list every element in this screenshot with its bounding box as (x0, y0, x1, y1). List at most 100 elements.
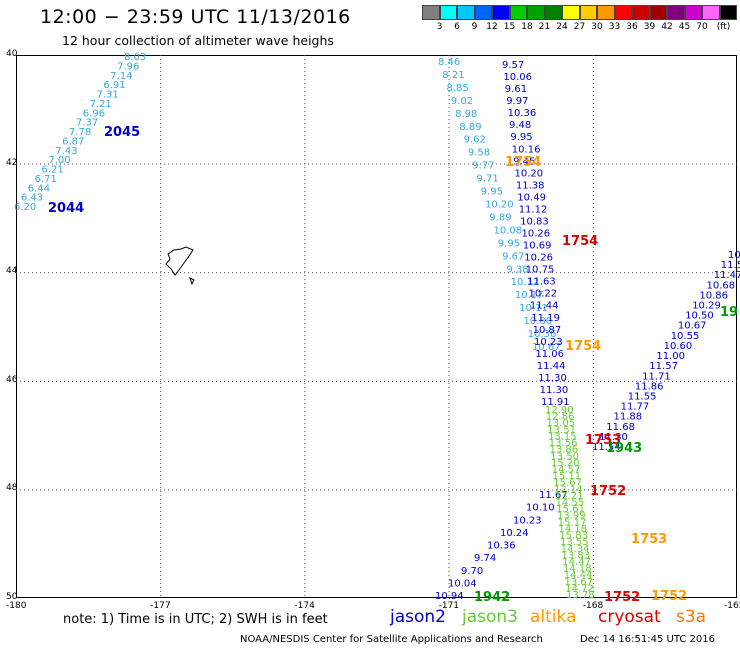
grid-dot (384, 272, 385, 274)
grid-dot (212, 272, 213, 274)
grid-dot (160, 523, 162, 524)
grid-dot (448, 127, 450, 128)
grid-dot (448, 487, 450, 488)
grid-dot (160, 383, 162, 384)
grid-dot (560, 489, 561, 491)
swh-value-label: 10 (728, 250, 740, 261)
grid-dot (172, 489, 173, 491)
grid-dot (80, 489, 81, 491)
grid-dot (684, 163, 685, 165)
swh-value-label: 8.46 (438, 57, 460, 68)
grid-dot (160, 579, 162, 580)
grid-dot (152, 272, 153, 274)
grid-dot (304, 411, 306, 412)
grid-dot (24, 163, 25, 165)
grid-dot (228, 163, 229, 165)
grid-dot (540, 380, 541, 382)
grid-dot (16, 489, 17, 491)
grid-dot (80, 380, 81, 382)
lat-tick-label: 48 (6, 483, 18, 494)
grid-dot (160, 191, 162, 192)
grid-dot (272, 272, 273, 274)
grid-dot (368, 380, 369, 382)
grid-dot (512, 489, 513, 491)
grid-dot (548, 272, 549, 274)
grid-dot (520, 380, 521, 382)
grid-dot (608, 489, 609, 491)
grid-dot (448, 147, 450, 148)
grid-dot (244, 380, 245, 382)
grid-dot (436, 489, 437, 491)
grid-dot (288, 489, 289, 491)
grid-dot (256, 380, 257, 382)
grid-dot (592, 355, 594, 356)
grid-dot (684, 272, 685, 274)
grid-dot (304, 555, 306, 556)
grid-dot (636, 272, 637, 274)
grid-dot (160, 211, 162, 212)
grid-dot (348, 163, 349, 165)
swh-value-label: 10.24 (500, 528, 529, 539)
grid-dot (304, 379, 306, 380)
swh-value-label: 6.44 (28, 183, 50, 194)
grid-dot (640, 163, 641, 165)
grid-dot (156, 380, 157, 382)
grid-dot (304, 371, 306, 372)
grid-dot (160, 459, 162, 460)
swh-value-label: 10.86 (699, 290, 728, 301)
grid-dot (448, 171, 450, 172)
grid-dot (716, 272, 717, 274)
swh-value-label: 9.74 (474, 553, 496, 564)
grid-dot (160, 171, 162, 172)
grid-dot (424, 489, 425, 491)
grid-dot (724, 163, 725, 165)
grid-dot (448, 227, 450, 228)
grid-dot (640, 380, 641, 382)
grid-dot (160, 311, 162, 312)
grid-dot (592, 247, 594, 248)
grid-dot (508, 272, 509, 274)
grid-dot (552, 489, 553, 491)
legend-swatch (597, 5, 615, 20)
grid-dot (160, 87, 162, 88)
grid-dot (472, 380, 473, 382)
grid-dot (520, 272, 521, 274)
grid-dot (448, 151, 450, 152)
grid-dot (480, 163, 481, 165)
grid-dot (456, 489, 457, 491)
grid-dot (224, 163, 225, 165)
grid-dot (688, 272, 689, 274)
legend-label: 21 (538, 22, 551, 32)
pass-time-label: 1753 (631, 532, 667, 547)
grid-dot (448, 447, 450, 448)
grid-dot (188, 380, 189, 382)
grid-dot (592, 243, 594, 244)
grid-dot (160, 487, 162, 488)
grid-dot (664, 163, 665, 165)
grid-dot (164, 380, 165, 382)
pass-time-label: 1752 (651, 589, 687, 604)
grid-dot (604, 380, 605, 382)
grid-dot (592, 507, 594, 508)
grid-dot (160, 131, 162, 132)
grid-dot (664, 380, 665, 382)
grid-dot (592, 239, 594, 240)
grid-dot (20, 489, 21, 491)
grid-dot (444, 380, 445, 382)
grid-dot (16, 380, 17, 382)
grid-dot (696, 380, 697, 382)
grid-dot (196, 380, 197, 382)
grid-dot (496, 163, 497, 165)
grid-dot (448, 195, 450, 196)
swh-value-label: 11.63 (527, 277, 556, 288)
grid-dot (184, 163, 185, 165)
grid-dot (304, 535, 306, 536)
grid-dot (160, 583, 162, 584)
legend-label: 27 (573, 22, 586, 32)
grid-dot (356, 272, 357, 274)
grid-dot (448, 535, 450, 536)
grid-dot (324, 272, 325, 274)
grid-dot (204, 163, 205, 165)
grid-dot (336, 380, 337, 382)
grid-dot (620, 272, 621, 274)
